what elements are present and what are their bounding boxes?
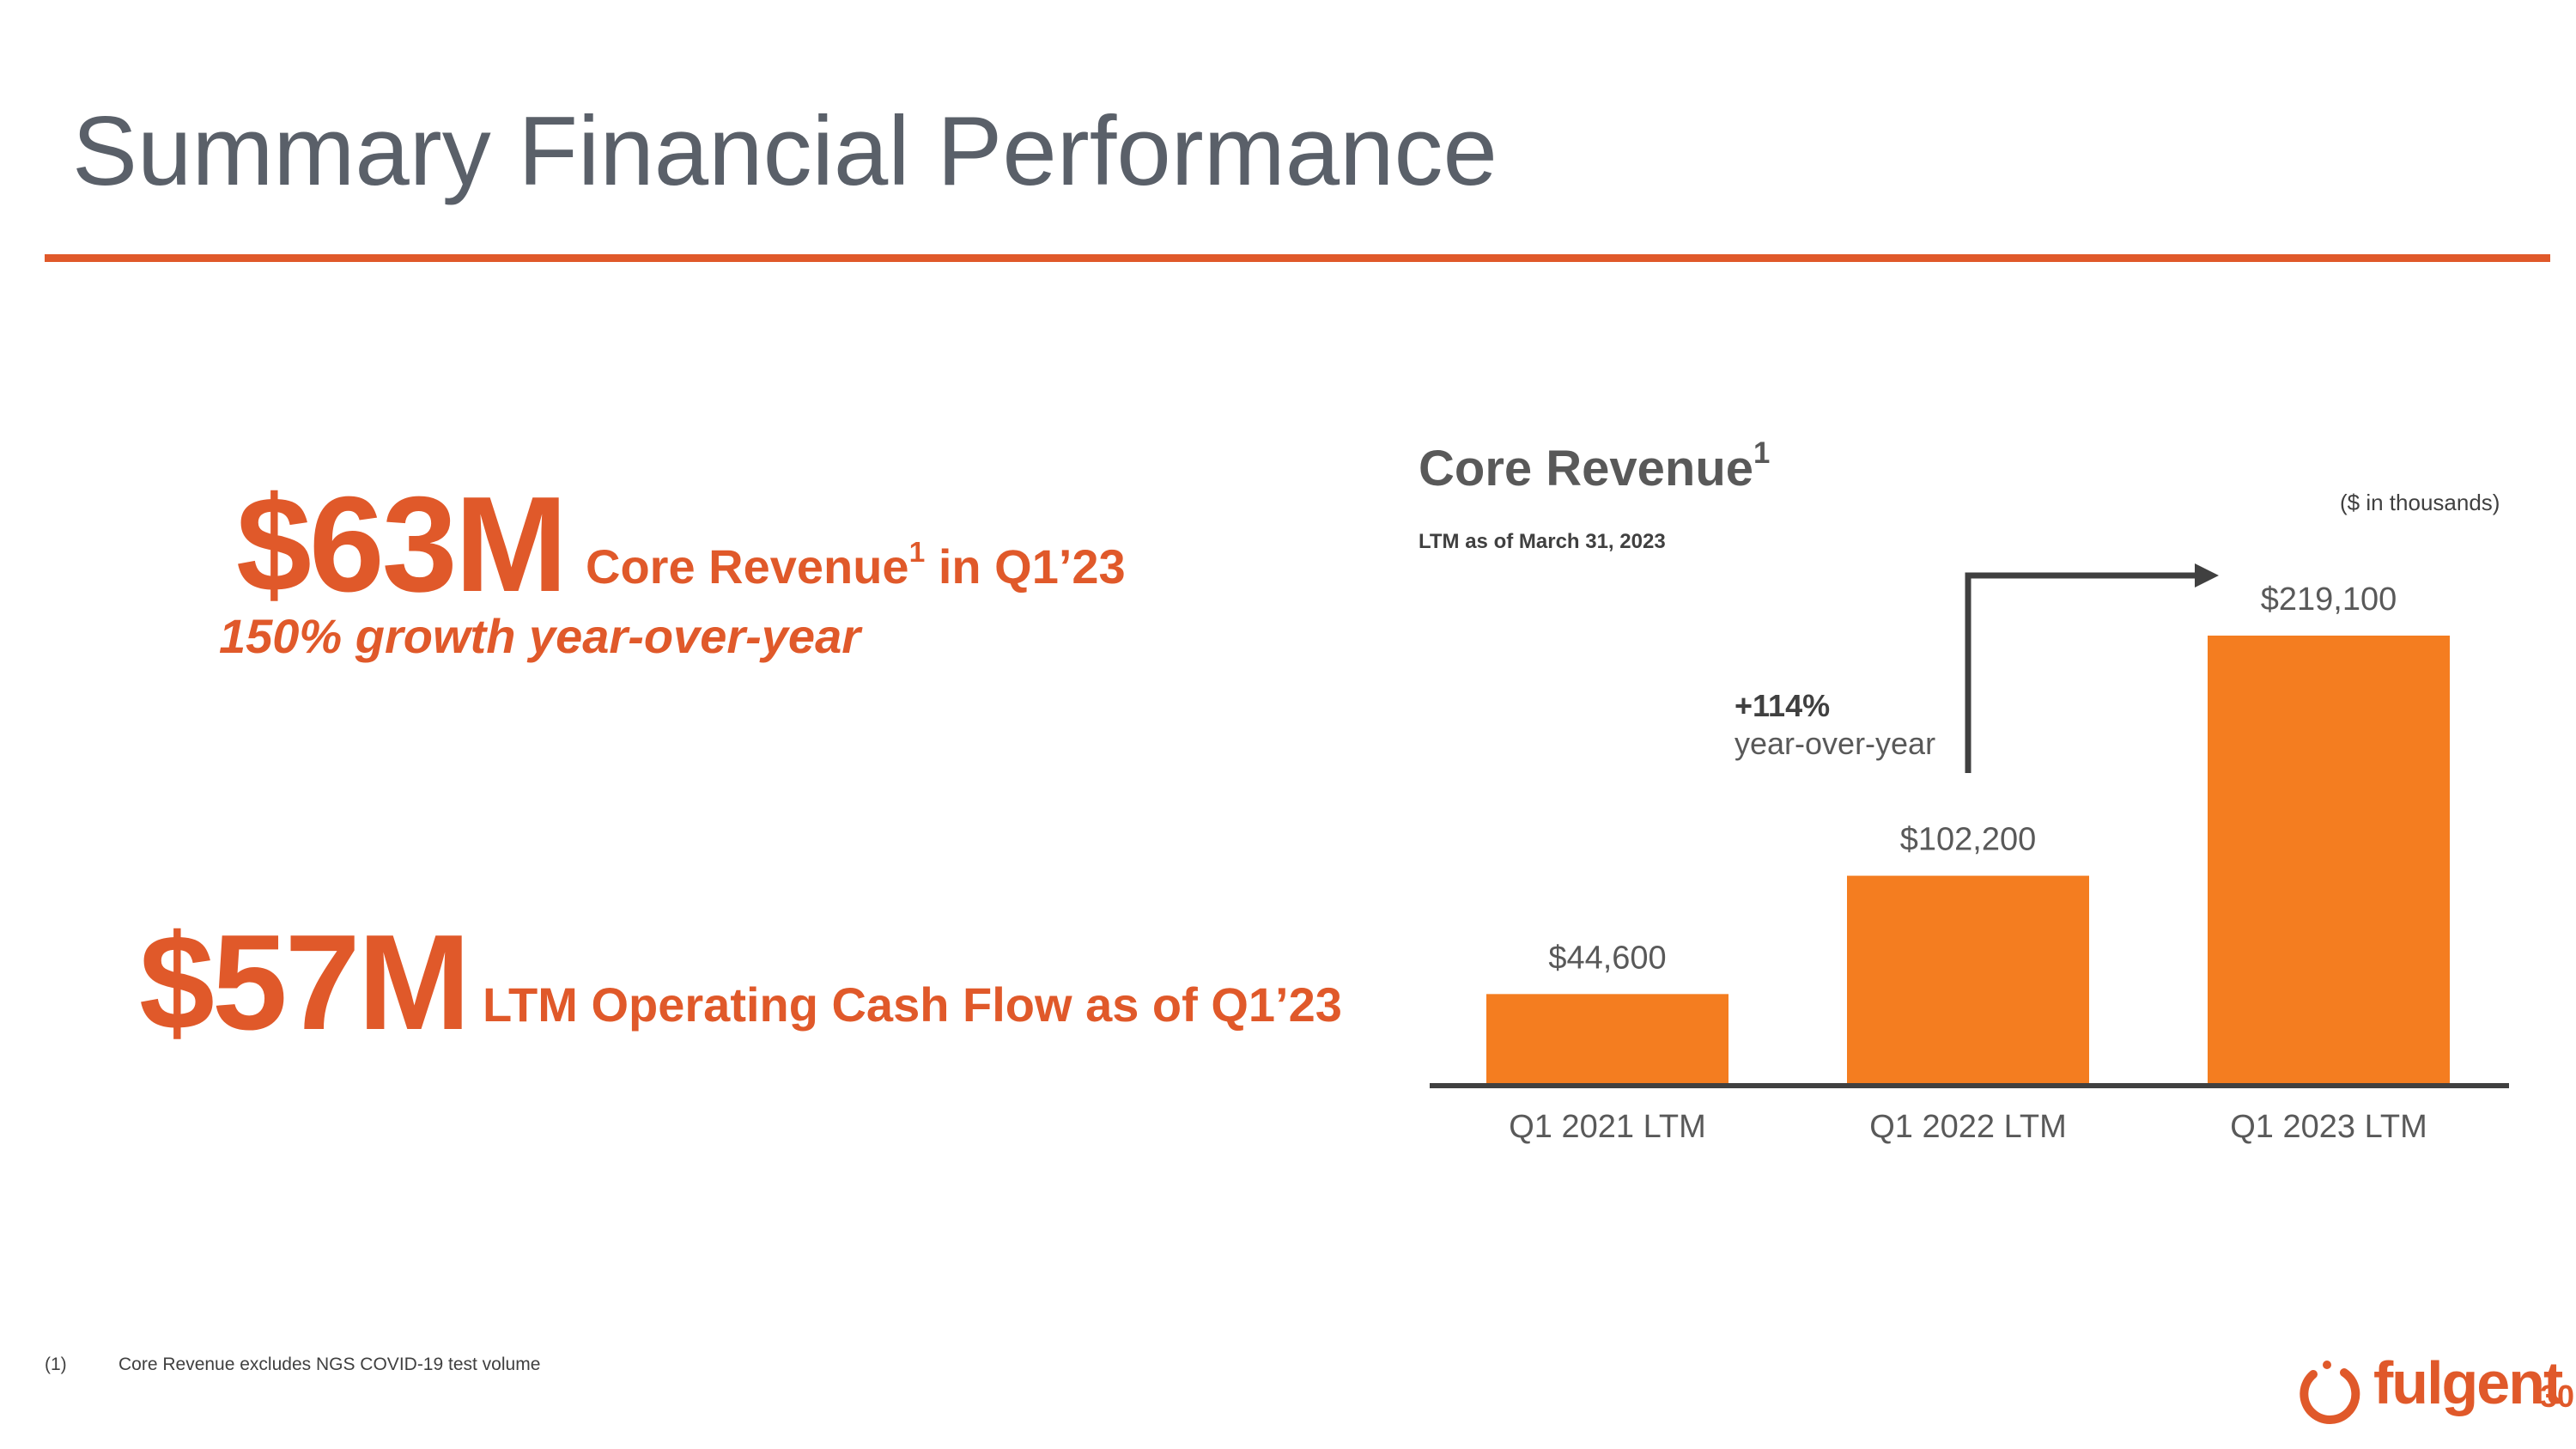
footnote-ref: 1 (908, 536, 926, 569)
kpi-core-revenue-growth: 150% growth year-over-year (219, 609, 861, 663)
page-number: 30 (2540, 1379, 2575, 1414)
growth-arrow-line (1965, 572, 2200, 773)
bar-value-label-2: $102,200 (1900, 822, 2037, 858)
bar-value-label-1: $44,600 (1548, 940, 1666, 976)
growth-value: +114% (1735, 688, 1830, 723)
growth-label: year-over-year (1735, 726, 1935, 761)
fulgent-logo-icon (2300, 1361, 2360, 1424)
chart-title: Core Revenue1 (1419, 438, 1770, 496)
growth-arrowhead-icon (2195, 563, 2219, 588)
bar-value-label-3: $219,100 (2261, 581, 2397, 618)
chart-title-text: Core Revenue (1419, 441, 1754, 496)
kpi-core-revenue-label-suffix: in Q1’23 (925, 539, 1126, 594)
logo-wordmark: fulgent (2373, 1349, 2563, 1416)
footnote-marker: (1) (45, 1355, 67, 1374)
category-label-3: Q1 2023 LTM (2230, 1109, 2427, 1145)
bar-2 (1847, 875, 2089, 1086)
kpi-cash-flow-label: LTM Operating Cash Flow as of Q1’23 (483, 977, 1342, 1032)
kpi-cash-flow-value: $57M (139, 907, 471, 1058)
category-label-2: Q1 2022 LTM (1869, 1109, 2067, 1145)
footnote-text: Core Revenue excludes NGS COVID-19 test … (118, 1355, 541, 1374)
title-divider (45, 254, 2550, 262)
bar-3 (2208, 636, 2450, 1086)
category-label-1: Q1 2021 LTM (1509, 1109, 1706, 1145)
chart-subtitle: LTM as of March 31, 2023 (1419, 530, 1666, 553)
chart-title-footnote-ref: 1 (1753, 435, 1771, 470)
chart-units-note: ($ in thousands) (2340, 490, 2500, 515)
bar-1 (1486, 994, 1728, 1086)
kpi-core-revenue-label-text: Core Revenue (586, 539, 909, 594)
kpi-core-revenue-label: Core Revenue1 in Q1’23 (586, 539, 1126, 591)
kpi-core-revenue-value: $63M (236, 469, 568, 620)
slide-title: Summary Financial Performance (72, 97, 1498, 206)
